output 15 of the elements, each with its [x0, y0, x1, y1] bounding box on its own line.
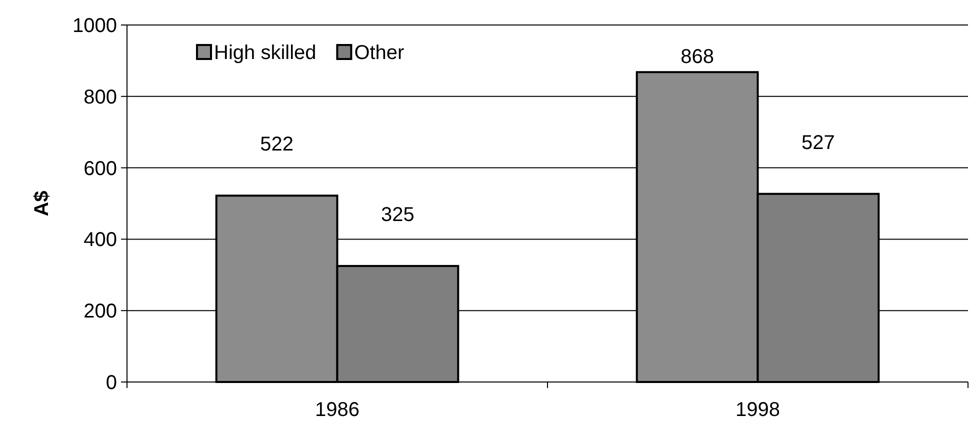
data-label: 325	[381, 204, 414, 226]
x-tick-label: 1986	[315, 399, 360, 421]
y-tick-label: 1000	[72, 15, 117, 37]
y-tick-label: 800	[84, 86, 117, 108]
y-tick-label: 400	[84, 229, 117, 252]
y-tick-label: 600	[84, 158, 117, 180]
data-label: 868	[680, 46, 714, 68]
y-axis-title: A$	[31, 190, 53, 216]
data-label: 527	[802, 132, 835, 154]
legend-label: Other	[354, 42, 405, 64]
x-tick-label: 1998	[736, 399, 780, 421]
legend-label: High skilled	[214, 42, 316, 64]
y-tick-label: 0	[106, 372, 117, 394]
data-label: 522	[260, 134, 294, 156]
y-tick-label: 200	[84, 300, 117, 323]
